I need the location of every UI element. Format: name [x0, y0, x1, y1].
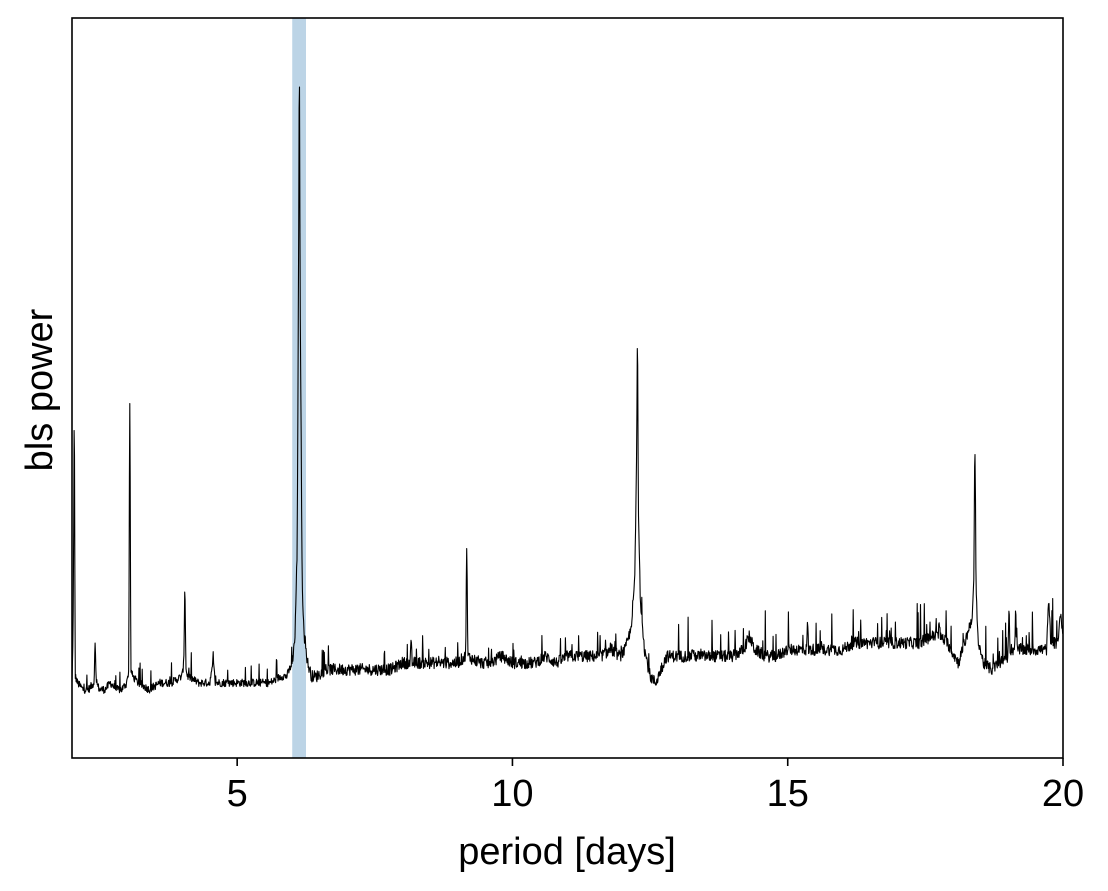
- x-axis-label: period [days]: [458, 831, 676, 873]
- bls-power-line: [71, 86, 1064, 694]
- x-tick-label-5: 5: [227, 773, 248, 815]
- x-tick-label-15: 15: [767, 773, 809, 815]
- x-tick-label-10: 10: [491, 773, 533, 815]
- x-tick-label-20: 20: [1042, 773, 1084, 815]
- y-axis-label: bls power: [19, 308, 61, 471]
- plot-frame: [71, 17, 1064, 759]
